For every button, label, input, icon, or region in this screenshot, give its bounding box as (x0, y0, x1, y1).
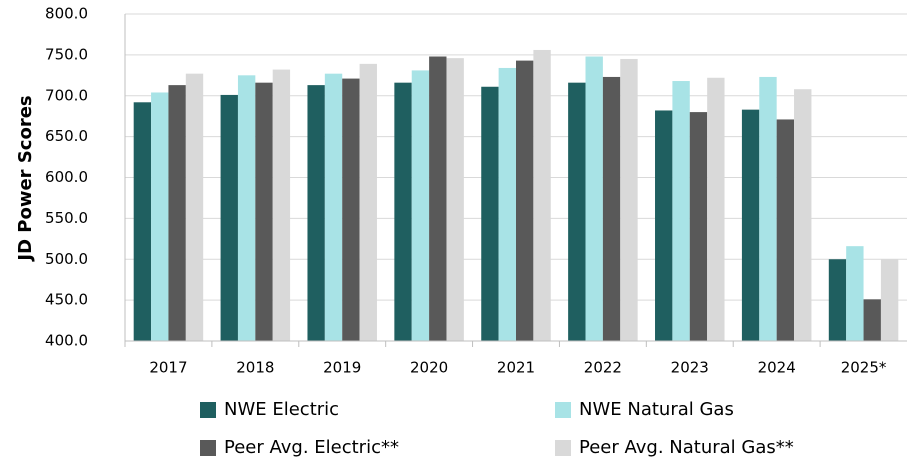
legend-swatch (200, 402, 216, 418)
legend-label: Peer Avg. Natural Gas** (579, 437, 794, 458)
x-tick-label: 2023 (671, 359, 709, 377)
x-tick-label: 2018 (236, 359, 274, 377)
bar (655, 110, 673, 341)
x-tick-label: 2019 (323, 359, 361, 377)
bar (516, 60, 534, 341)
legend-label: NWE Electric (224, 399, 339, 420)
x-tick-label: 2022 (584, 359, 622, 377)
bar (429, 56, 447, 341)
bar (620, 58, 638, 342)
bar (307, 85, 325, 341)
bar (220, 94, 238, 342)
bar (880, 259, 899, 341)
bar (741, 109, 760, 342)
x-tick-label: 2020 (410, 359, 448, 377)
bar (846, 246, 864, 341)
x-tick-label: 2025* (841, 359, 887, 377)
bar (324, 73, 343, 342)
legend-swatch (555, 402, 571, 418)
bar (672, 81, 690, 341)
bar (185, 73, 204, 342)
bar (342, 78, 360, 342)
y-tick-label: 400.0 (45, 332, 88, 350)
bar (237, 75, 256, 341)
bar (394, 82, 412, 342)
y-tick-label: 450.0 (45, 291, 88, 309)
y-tick-label: 550.0 (45, 209, 88, 227)
legend-swatch (555, 440, 571, 456)
bar (498, 67, 516, 341)
legend-label: NWE Natural Gas (579, 399, 734, 420)
bar (602, 76, 621, 341)
y-tick-label: 700.0 (45, 86, 88, 104)
bar (359, 63, 377, 342)
bar (272, 69, 291, 341)
bar (168, 85, 186, 341)
bar (255, 82, 273, 342)
bar (863, 299, 881, 341)
bar (707, 77, 725, 341)
bar (533, 49, 551, 341)
bar (585, 56, 603, 341)
y-tick-label: 650.0 (45, 127, 88, 145)
x-tick-label: 2017 (149, 359, 187, 377)
bar (794, 89, 812, 342)
legend-swatch (200, 440, 216, 456)
bar (446, 58, 464, 342)
legend-label: Peer Avg. Electric** (224, 437, 399, 458)
bar (151, 92, 169, 341)
y-tick-label: 500.0 (45, 250, 88, 268)
bar (568, 82, 586, 342)
bar (759, 76, 777, 341)
x-tick-label: 2021 (497, 359, 535, 377)
bar (481, 86, 499, 341)
y-tick-label: 600.0 (45, 168, 88, 186)
y-tick-label: 750.0 (45, 45, 88, 63)
bar (411, 70, 430, 341)
y-axis-title: JD Power Scores (15, 95, 36, 262)
y-tick-label: 800.0 (45, 5, 88, 23)
bar (828, 259, 847, 341)
bar (689, 112, 708, 341)
bar (133, 102, 152, 341)
bar (776, 119, 795, 342)
x-tick-label: 2024 (758, 359, 796, 377)
